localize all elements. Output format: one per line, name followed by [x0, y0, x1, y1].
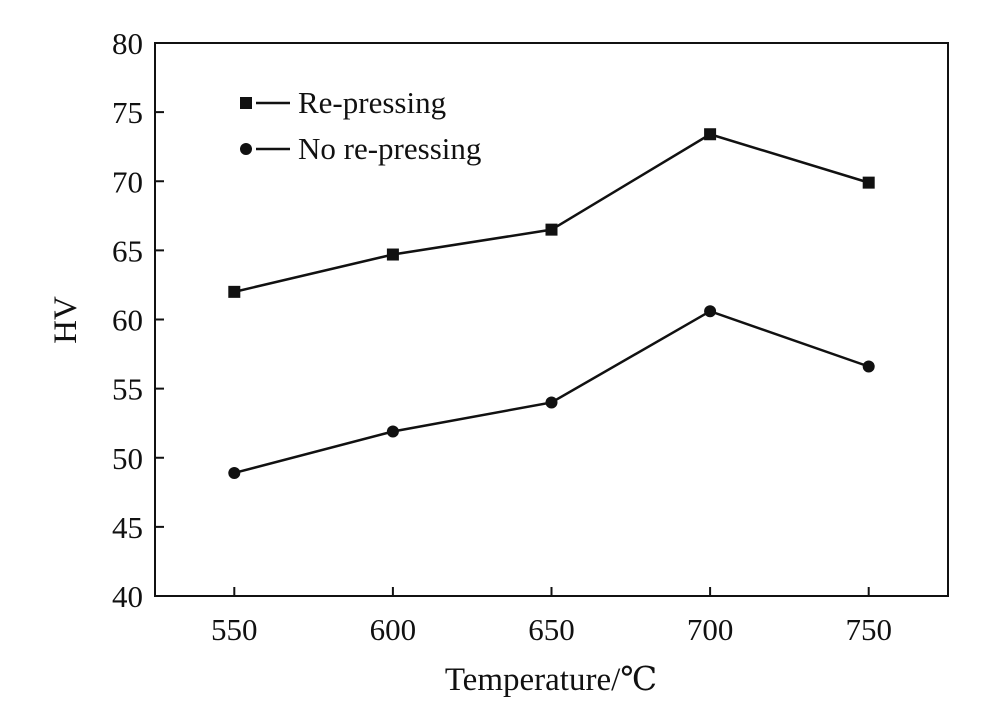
legend-marker — [240, 97, 252, 109]
data-point — [704, 128, 717, 141]
y-tick-label: 60 — [112, 303, 143, 338]
x-axis: 550 600 650 700 750 — [211, 587, 892, 647]
y-tick-label: 80 — [112, 26, 143, 61]
x-tick-label: 700 — [687, 612, 734, 647]
legend-marker — [240, 143, 252, 155]
series-line-no-re-pressing — [233, 309, 870, 475]
x-tick-label: 650 — [528, 612, 575, 647]
legend-label: No re-pressing — [298, 131, 481, 166]
y-axis: 40 45 50 55 60 65 70 75 80 — [112, 26, 164, 614]
data-point — [862, 176, 875, 189]
series-no-re-pressing — [228, 305, 875, 479]
data-point — [386, 248, 399, 261]
x-tick-label: 750 — [845, 612, 892, 647]
legend: Re-pressing No re-pressing — [240, 85, 481, 166]
y-tick-label: 50 — [112, 441, 143, 476]
y-axis-label: HV — [48, 296, 84, 344]
series-layer — [228, 128, 875, 479]
data-point — [386, 425, 399, 438]
legend-label: Re-pressing — [298, 85, 446, 120]
data-point — [545, 396, 558, 409]
y-tick-label: 75 — [112, 95, 143, 130]
y-tick-label: 45 — [112, 510, 143, 545]
data-point — [862, 360, 875, 373]
data-point — [228, 466, 241, 479]
series-re-pressing — [228, 128, 875, 298]
legend-item-re-pressing: Re-pressing — [240, 85, 446, 120]
data-point — [228, 285, 241, 298]
y-tick-label: 55 — [112, 372, 143, 407]
legend-item-no-re-pressing: No re-pressing — [240, 131, 481, 166]
y-tick-label: 65 — [112, 233, 143, 268]
x-axis-label: Temperature/℃ — [445, 662, 657, 698]
x-tick-label: 550 — [211, 612, 258, 647]
data-point — [704, 305, 717, 318]
plot-frame — [154, 42, 949, 597]
data-point — [545, 223, 558, 236]
y-tick-label: 40 — [112, 579, 143, 614]
x-tick-label: 600 — [370, 612, 417, 647]
y-tick-label: 70 — [112, 164, 143, 199]
